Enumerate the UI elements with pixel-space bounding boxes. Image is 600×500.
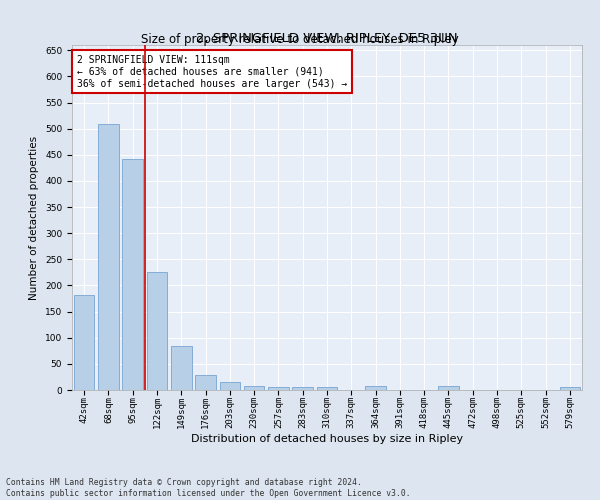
Bar (98, 124, 119, 390)
X-axis label: Distribution of detached houses by size in Ripley: Distribution of detached houses by size … (191, 434, 463, 444)
Y-axis label: Number of detached properties: Number of detached properties (29, 136, 40, 300)
Bar (220, 382, 240, 390)
Text: Size of property relative to detached houses in Ripley: Size of property relative to detached ho… (141, 32, 459, 46)
Bar (438, 386, 459, 390)
Title: 2, SPRINGFIELD VIEW, RIPLEY, DE5 3UN: 2, SPRINGFIELD VIEW, RIPLEY, DE5 3UN (196, 32, 458, 45)
Bar (244, 386, 265, 390)
Bar (292, 388, 313, 390)
Bar (171, 346, 191, 390)
Bar (122, 159, 143, 390)
Bar (365, 386, 386, 390)
Bar (146, 272, 167, 390)
Bar (268, 388, 289, 390)
Bar (195, 375, 216, 390)
Text: 2 SPRINGFIELD VIEW: 111sqm
← 63% of detached houses are smaller (941)
36% of sem: 2 SPRINGFIELD VIEW: 111sqm ← 63% of deta… (77, 56, 347, 88)
Bar (74, 295, 94, 390)
Text: Contains HM Land Registry data © Crown copyright and database right 2024.
Contai: Contains HM Land Registry data © Crown c… (6, 478, 410, 498)
Bar (317, 388, 337, 390)
Bar (560, 388, 580, 390)
